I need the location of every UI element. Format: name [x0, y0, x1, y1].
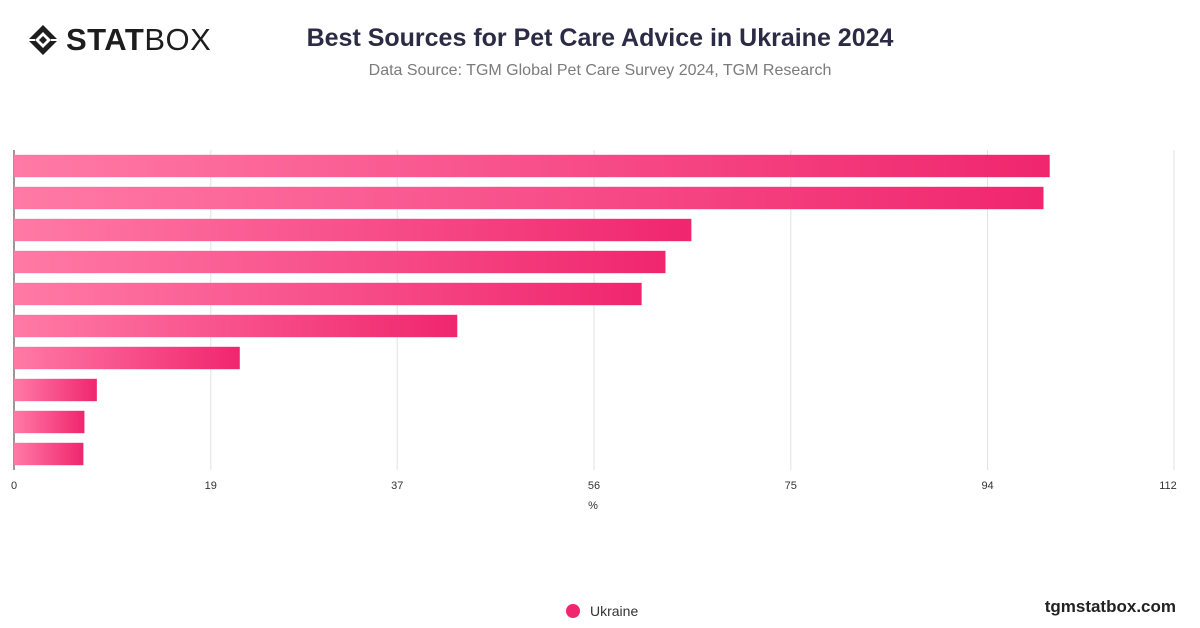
legend[interactable]: Ukraine	[566, 603, 638, 619]
bar[interactable]	[14, 410, 85, 434]
brand-wordmark-bold: STAT	[66, 22, 145, 57]
chart-title: Best Sources for Pet Care Advice in Ukra…	[306, 24, 894, 52]
bar[interactable]	[14, 442, 84, 466]
x-tick-label: 112	[1159, 480, 1177, 492]
bar[interactable]	[14, 314, 458, 338]
brand-wordmark: STATBOX	[66, 22, 211, 58]
x-axis-ticks: 0 19 37 56 75 94 112	[11, 480, 1177, 492]
x-tick-label: 94	[981, 480, 993, 492]
bar[interactable]	[14, 186, 1044, 210]
bar[interactable]	[14, 250, 666, 274]
x-tick-label: 0	[11, 480, 17, 492]
chart-subtitle: Data Source: TGM Global Pet Care Survey …	[368, 62, 832, 79]
x-tick-label: 37	[391, 480, 403, 492]
legend-swatch	[566, 604, 580, 618]
x-axis-title: %	[588, 500, 598, 512]
x-tick-label: 19	[205, 480, 217, 492]
statbox-diamond-icon	[28, 25, 58, 55]
brand-logo: STATBOX	[26, 22, 211, 58]
bars	[14, 154, 1050, 466]
bar[interactable]	[14, 346, 240, 370]
bar[interactable]	[14, 378, 97, 402]
footer-site: tgmstatbox.com	[1044, 597, 1176, 616]
bar[interactable]	[14, 218, 692, 242]
x-tick-label: 75	[785, 480, 797, 492]
bar[interactable]	[14, 154, 1050, 178]
x-tick-label: 56	[588, 480, 600, 492]
legend-label: Ukraine	[590, 603, 639, 619]
bar[interactable]	[14, 282, 642, 306]
brand-wordmark-thin: BOX	[144, 22, 212, 57]
